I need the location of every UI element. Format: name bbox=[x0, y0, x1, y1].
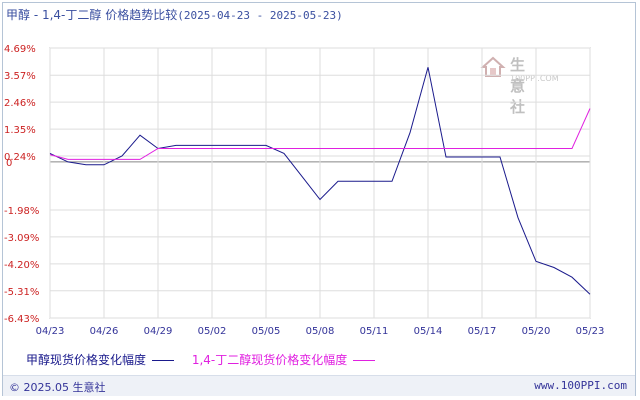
y-tick-label: -3.09% bbox=[4, 233, 39, 244]
title-date-range: (2025-04-23 - 2025-05-23) bbox=[177, 9, 343, 22]
chart-title: 甲醇 - 1,4-丁二醇 价格趋势比较(2025-04-23 - 2025-05… bbox=[6, 6, 343, 23]
x-tick-label: 05/08 bbox=[306, 326, 335, 337]
grid-lines bbox=[49, 47, 591, 319]
x-tick-label: 05/05 bbox=[252, 326, 281, 337]
x-axis-ticks: 04/23 04/26 04/29 05/02 05/05 05/08 05/11 05/14… bbox=[36, 326, 605, 337]
y-tick-label: 2.46% bbox=[4, 98, 36, 109]
footer-url[interactable]: www.100PPI.com bbox=[534, 379, 627, 392]
x-tick-label: 05/20 bbox=[522, 326, 551, 337]
y-tick-label: 3.57% bbox=[4, 71, 36, 82]
x-tick-label: 05/11 bbox=[360, 326, 389, 337]
legend-swatch-bdo bbox=[353, 360, 376, 361]
watermark-url: 100PPI.COM bbox=[510, 74, 559, 83]
series-lines bbox=[49, 67, 591, 295]
legend-item-bdo: 1,4-丁二醇现货价格变化幅度 bbox=[191, 351, 376, 368]
y-tick-label: 0 bbox=[6, 158, 12, 169]
y-tick-label: -4.20% bbox=[4, 260, 39, 271]
footer-bar: © 2025.05 生意社 www.100PPI.com bbox=[3, 375, 635, 396]
x-tick-label: 04/29 bbox=[144, 326, 173, 337]
y-axis-ticks: 4.69% 3.57% 2.46% 1.35% 0.24%0 -1.98% -3.09% -4… bbox=[4, 44, 39, 325]
legend-label-bdo: 1,4-丁二醇现货价格变化幅度 bbox=[191, 353, 348, 367]
y-tick-label: 1.35% bbox=[4, 125, 36, 136]
y-tick-label: -6.43% bbox=[4, 314, 39, 325]
series-line-methanol bbox=[49, 67, 591, 295]
series-line-bdo bbox=[49, 108, 591, 160]
legend-item-methanol: 甲醇现货价格变化幅度 bbox=[26, 351, 175, 368]
legend-swatch-methanol bbox=[152, 360, 175, 361]
y-tick-label: -5.31% bbox=[4, 287, 39, 298]
y-tick-label: 0.24% bbox=[4, 152, 36, 163]
y-tick-label: -1.98% bbox=[4, 206, 39, 217]
house-icon bbox=[480, 56, 506, 77]
legend: 甲醇现货价格变化幅度 1,4-丁二醇现货价格变化幅度 bbox=[26, 351, 389, 368]
x-tick-label: 04/26 bbox=[90, 326, 119, 337]
x-tick-label: 04/23 bbox=[36, 326, 65, 337]
y-tick-label: 4.69% bbox=[4, 44, 36, 55]
x-tick-label: 05/02 bbox=[198, 326, 227, 337]
footer-copyright: © 2025.05 生意社 bbox=[9, 381, 106, 394]
x-tick-label: 05/23 bbox=[576, 326, 605, 337]
title-main: 甲醇 - 1,4-丁二醇 价格趋势比较 bbox=[6, 8, 178, 22]
x-tick-label: 05/17 bbox=[468, 326, 497, 337]
x-tick-label: 05/14 bbox=[414, 326, 443, 337]
legend-label-methanol: 甲醇现货价格变化幅度 bbox=[26, 353, 147, 367]
